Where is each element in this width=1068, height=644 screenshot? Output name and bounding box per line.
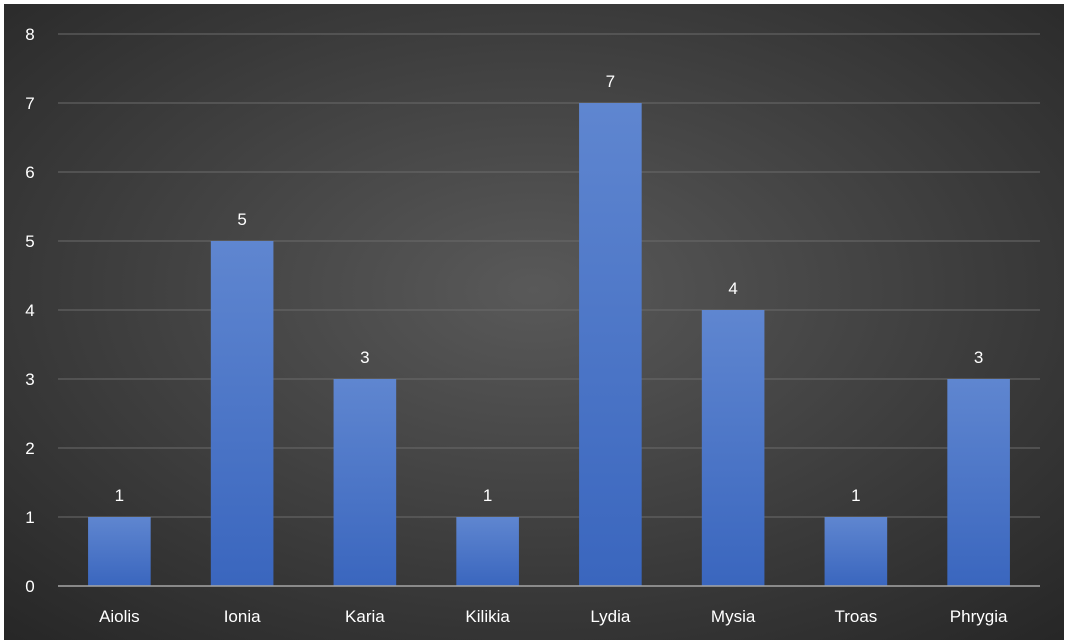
- bar: [210, 241, 274, 586]
- bar: [333, 379, 397, 586]
- bar: [701, 310, 765, 586]
- bars: [88, 103, 1010, 586]
- y-tick-label: 3: [25, 370, 34, 389]
- x-tick-label: Phrygia: [950, 607, 1008, 626]
- bar: [947, 379, 1010, 586]
- chart-background: [4, 4, 1064, 640]
- y-tick-label: 6: [25, 163, 34, 182]
- data-label: 5: [237, 210, 246, 229]
- x-tick-label: Lydia: [590, 607, 631, 626]
- data-label: 7: [606, 72, 615, 91]
- x-tick-label: Mysia: [711, 607, 756, 626]
- y-tick-label: 5: [25, 232, 34, 251]
- data-label: 1: [115, 486, 124, 505]
- bar: [88, 517, 151, 586]
- x-tick-label: Aiolis: [99, 607, 140, 626]
- x-tick-label: Ionia: [224, 607, 261, 626]
- x-tick-label: Kilikia: [465, 607, 510, 626]
- labels: 0 1 2 3 4 5 6 7 8 1 Aiolis 5 Ionia 3 Karia 1 Kilikia 7 Lyd…: [25, 25, 1008, 626]
- data-label: 1: [483, 486, 492, 505]
- bar: [456, 517, 519, 586]
- x-tick-label: Karia: [345, 607, 385, 626]
- y-tick-label: 1: [25, 508, 34, 527]
- data-label: 3: [360, 348, 369, 367]
- bar: [824, 517, 888, 586]
- x-tick-label: Troas: [834, 607, 877, 626]
- data-label: 3: [974, 348, 983, 367]
- y-tick-label: 4: [25, 301, 34, 320]
- y-tick-label: 2: [25, 439, 34, 458]
- data-label: 4: [728, 279, 737, 298]
- y-tick-label: 7: [25, 94, 34, 113]
- y-tick-label: 0: [25, 577, 34, 596]
- y-tick-label: 8: [25, 25, 34, 44]
- bar: [579, 103, 642, 586]
- data-label: 1: [851, 486, 860, 505]
